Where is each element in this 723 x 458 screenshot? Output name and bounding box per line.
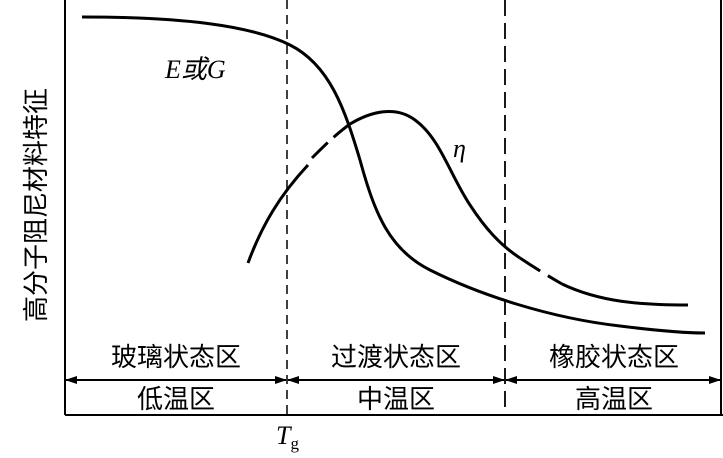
tg-main: T <box>276 421 292 450</box>
modulus-curve <box>81 15 706 335</box>
frame <box>64 0 723 416</box>
zone-temperature: 高温区 <box>575 385 653 415</box>
y-axis-label: 高分子阻尼材料特征 <box>22 88 52 322</box>
loss-curve-dashed <box>519 256 563 286</box>
zone-state: 橡胶状态区 <box>549 343 679 373</box>
modulus-label: E或G <box>164 55 226 84</box>
tg-label: Tg <box>276 421 299 453</box>
loss-curve <box>349 110 521 260</box>
zone-temperature: 中温区 <box>357 385 435 415</box>
zone-temperature: 低温区 <box>137 385 215 415</box>
zone-state: 玻璃状态区 <box>111 343 241 373</box>
loss-curve-dashed <box>310 122 351 160</box>
loss-curve <box>561 282 689 307</box>
loss-label: η <box>453 134 466 163</box>
zone-state: 过渡状态区 <box>331 343 461 373</box>
tg-sub: g <box>290 434 299 453</box>
loss-curve <box>246 163 310 264</box>
